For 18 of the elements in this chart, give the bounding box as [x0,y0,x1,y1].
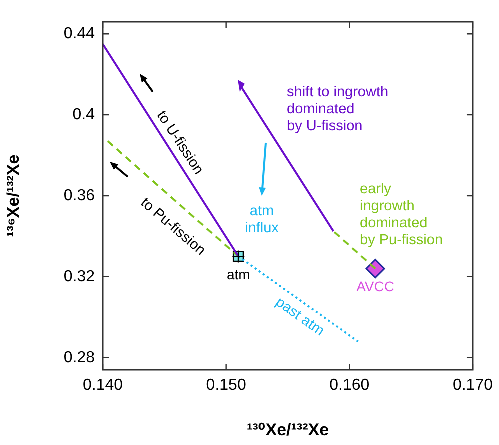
annotation: early ingrowth dominated by Pu-fission [360,181,444,248]
y-axis-title: ¹³⁶Xe/¹³²Xe [4,154,23,238]
x-tick-label: 0.140 [82,377,124,394]
y-tick-label: 0.32 [64,268,96,286]
x-tick-label: 0.170 [452,377,494,394]
annotation: shift to ingrowth dominated by U-fission [287,84,389,134]
x-tick-label: 0.160 [330,377,370,394]
y-tick-label: 0.28 [64,349,96,366]
y-tick-label: 0.44 [64,26,96,43]
x-axis-title: ¹³⁰Xe/¹³²Xe [246,420,330,440]
y-tick-label: 0.36 [64,187,96,204]
y-tick-label: 0.4 [72,106,96,124]
x-tick-label: 0.150 [206,377,246,394]
series-label: atm [226,266,250,283]
annotation: past atm [272,294,328,340]
annotation: atm influx [245,204,280,236]
series-label: AVCC [356,278,394,295]
point [366,259,386,279]
